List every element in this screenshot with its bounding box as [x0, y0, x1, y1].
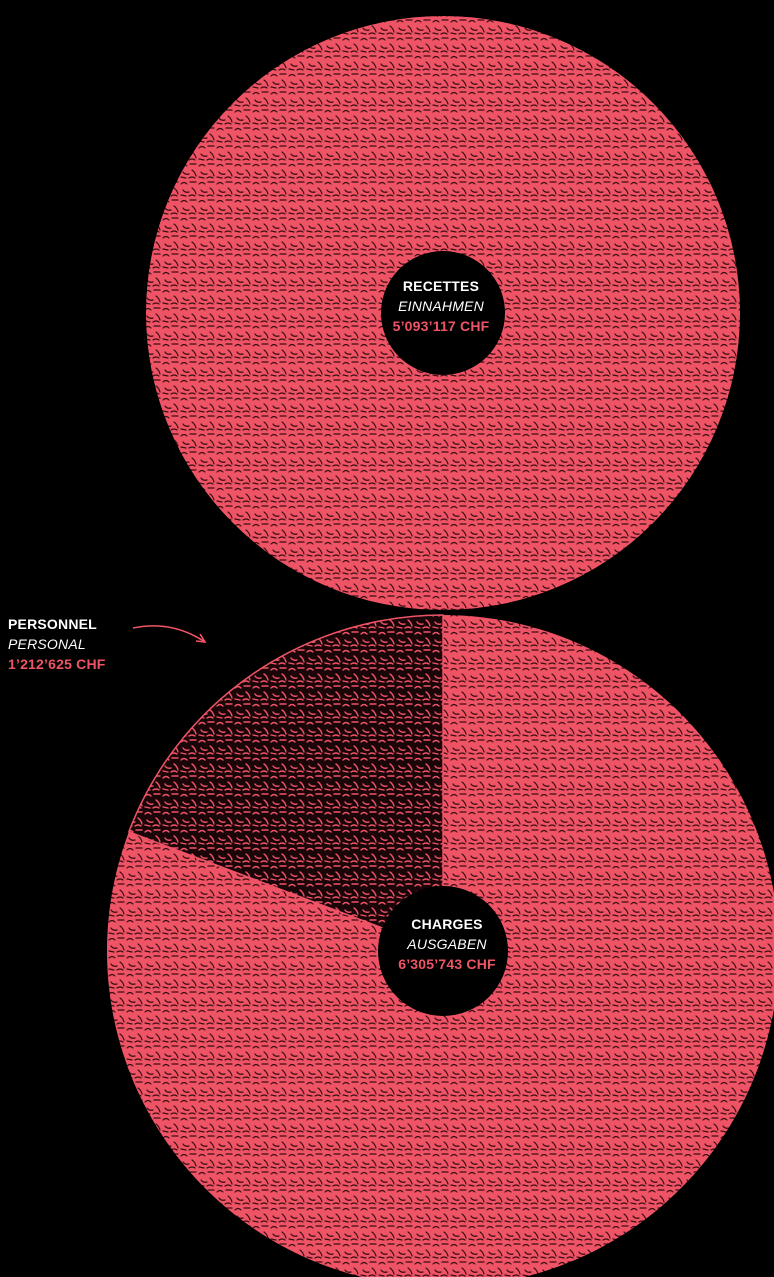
top-title-de: EINNAHMEN [398, 298, 484, 314]
donut-slice-personnel [127, 614, 444, 953]
personnel-value: 1’212’625 CHF [8, 656, 106, 672]
personnel-slice-label: PERSONNEL PERSONAL 1’212’625 CHF [8, 614, 168, 674]
bottom-total-value: 6’305’743 CHF [398, 956, 496, 972]
donut-hole [378, 886, 508, 1016]
top-donut [146, 16, 740, 610]
pointer-arrow-icon [132, 625, 206, 643]
top-center-label: RECETTES EINNAHMEN 5’093’117 CHF [370, 276, 512, 336]
donut-hole [381, 251, 505, 375]
donut-slice-other-expenses [107, 615, 774, 1277]
personnel-label-de: PERSONAL [8, 636, 86, 652]
pointer-arrow-head-icon [195, 633, 207, 643]
top-total-value: 5’093’117 CHF [392, 318, 490, 334]
bottom-donut [107, 614, 774, 1277]
top-title-fr: RECETTES [402, 278, 480, 294]
personnel-label-fr: PERSONNEL [8, 616, 97, 632]
bottom-title-fr: CHARGES [411, 916, 483, 932]
bottom-title-de: AUSGABEN [407, 936, 487, 952]
bottom-center-label: CHARGES AUSGABEN 6’305’743 CHF [376, 914, 518, 974]
